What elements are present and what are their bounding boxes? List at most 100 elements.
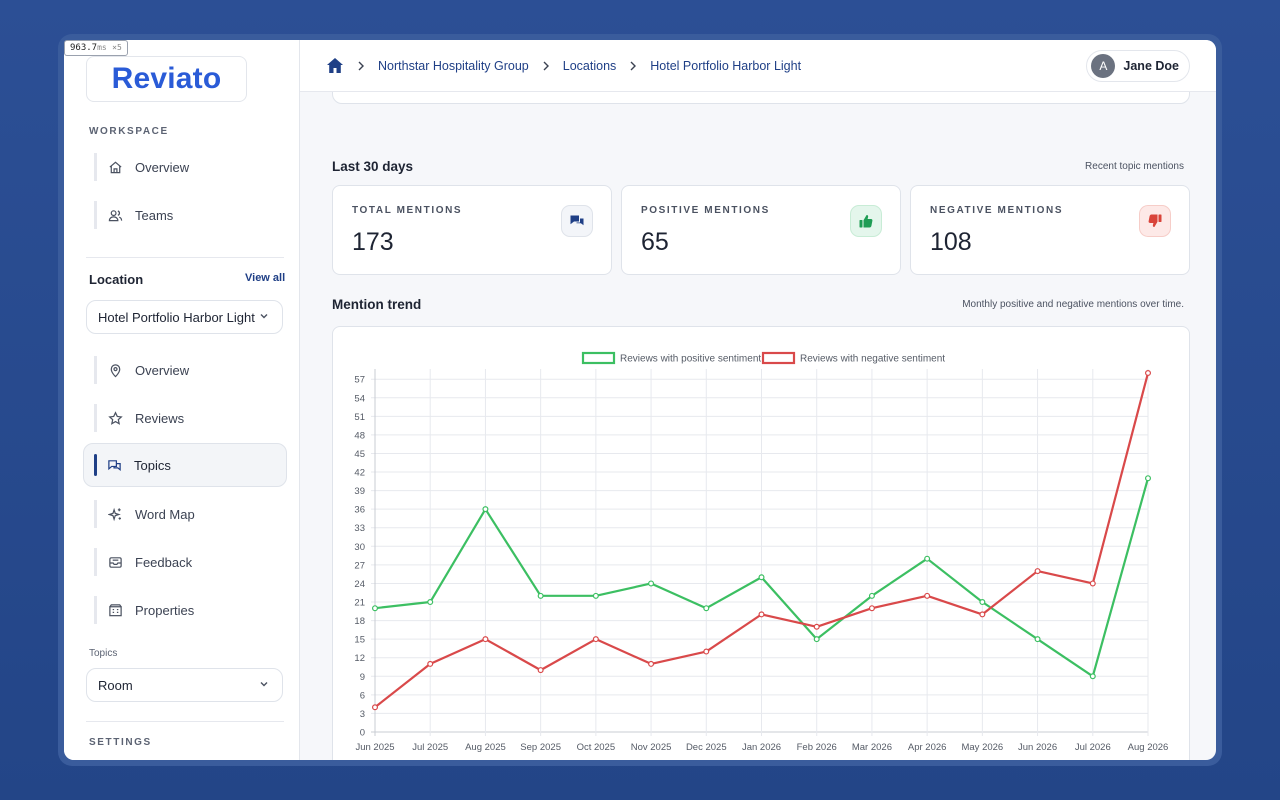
sidebar-item-label: Reviews bbox=[135, 410, 185, 426]
data-point bbox=[537, 667, 544, 674]
y-tick-label: 36 bbox=[354, 505, 365, 516]
data-point bbox=[813, 636, 820, 643]
data-point bbox=[648, 580, 655, 587]
x-tick-label: Apr 2026 bbox=[908, 742, 947, 753]
data-point bbox=[1034, 636, 1041, 643]
y-tick-label: 0 bbox=[360, 728, 365, 739]
filter-card bbox=[332, 92, 1190, 104]
x-tick-label: Sep 2025 bbox=[520, 742, 561, 753]
topics-select[interactable]: Room bbox=[86, 668, 283, 702]
debug-timing-badge: 963.7ms ×5 bbox=[64, 40, 128, 56]
sidebar-item-workspace-overview[interactable]: Overview bbox=[94, 153, 284, 181]
chevron-right-icon bbox=[356, 60, 366, 72]
y-tick-label: 33 bbox=[354, 523, 365, 534]
period-title: Last 30 days bbox=[332, 159, 414, 174]
data-point bbox=[1089, 673, 1096, 680]
home-icon[interactable] bbox=[326, 57, 344, 74]
y-tick-label: 24 bbox=[354, 579, 365, 590]
legend-swatch bbox=[581, 351, 616, 365]
workspace-label: WORKSPACE bbox=[89, 126, 169, 137]
data-point bbox=[758, 574, 765, 581]
sidebar-item-feedback[interactable]: Feedback bbox=[94, 548, 284, 576]
sidebar-item-label: Overview bbox=[135, 159, 190, 175]
x-tick-label: Jun 2026 bbox=[1018, 742, 1057, 753]
users-icon bbox=[107, 207, 123, 223]
sidebar-item-label: Word Map bbox=[135, 506, 195, 522]
x-tick-label: Jul 2025 bbox=[412, 742, 448, 753]
data-point bbox=[703, 648, 710, 655]
settings-label: SETTINGS bbox=[89, 737, 152, 748]
legend-swatch bbox=[761, 351, 796, 365]
x-tick-label: Dec 2025 bbox=[686, 742, 727, 753]
data-point bbox=[1144, 475, 1151, 482]
x-tick-label: Mar 2026 bbox=[852, 742, 892, 753]
brand-name: Reviato bbox=[111, 62, 222, 95]
data-point bbox=[482, 506, 489, 513]
location-select[interactable]: Hotel Portfolio Harbor Light bbox=[86, 300, 283, 334]
sidebar-item-properties[interactable]: Properties bbox=[94, 596, 284, 624]
mention-trend-chart-card: 0 3 6 9 12 15 18 21 24 27 30 33 36 39 42 45 48 51 54 57 Jun … bbox=[332, 326, 1190, 760]
y-tick-label: 12 bbox=[354, 653, 365, 664]
stat-card-total: TOTAL MENTIONS 173 bbox=[332, 185, 612, 275]
y-tick-label: 21 bbox=[354, 598, 365, 609]
data-point bbox=[703, 605, 710, 612]
chat-bubbles-icon bbox=[106, 457, 122, 473]
data-point bbox=[868, 605, 875, 612]
data-point bbox=[427, 660, 434, 667]
stat-card-negative: NEGATIVE MENTIONS 108 bbox=[910, 185, 1190, 275]
chevron-down-icon bbox=[258, 678, 270, 693]
sparkles-icon bbox=[107, 506, 123, 522]
data-point bbox=[1089, 580, 1096, 587]
chevron-right-icon bbox=[541, 60, 551, 72]
breadcrumb-locations[interactable]: Locations bbox=[562, 58, 617, 73]
map-pin-icon bbox=[107, 362, 123, 378]
data-point bbox=[427, 599, 434, 606]
sidebar-item-word-map[interactable]: Word Map bbox=[94, 500, 284, 528]
data-point bbox=[979, 611, 986, 618]
thumbs-up-icon bbox=[850, 205, 882, 237]
stat-card-positive: POSITIVE MENTIONS 65 bbox=[621, 185, 901, 275]
y-tick-label: 27 bbox=[354, 560, 365, 571]
mention-trend-chart: 036912151821242730333639424548515457Jun … bbox=[354, 351, 1169, 753]
y-tick-label: 6 bbox=[360, 690, 365, 701]
y-tick-label: 3 bbox=[360, 709, 365, 720]
view-all-link[interactable]: View all bbox=[245, 272, 286, 284]
sidebar-item-reviews[interactable]: Reviews bbox=[94, 404, 284, 432]
y-tick-label: 39 bbox=[354, 486, 365, 497]
data-point bbox=[1034, 568, 1041, 575]
x-tick-label: Jun 2025 bbox=[355, 742, 394, 753]
sidebar-item-label: Teams bbox=[135, 207, 174, 223]
sidebar-item-teams[interactable]: Teams bbox=[94, 201, 284, 229]
breadcrumb-organization[interactable]: Northstar Hospitality Group bbox=[378, 58, 529, 73]
trend-title: Mention trend bbox=[332, 297, 422, 312]
star-icon bbox=[107, 410, 123, 426]
legend-label: Reviews with positive sentiment bbox=[620, 354, 761, 365]
data-point bbox=[371, 605, 378, 612]
legend-label: Reviews with negative sentiment bbox=[800, 354, 945, 365]
app-root: Reviato WORKSPACE Overview Teams Locatio… bbox=[64, 40, 1216, 760]
sidebar-item-location-overview[interactable]: Overview bbox=[94, 356, 284, 384]
data-point bbox=[648, 660, 655, 667]
sidebar-divider bbox=[86, 257, 284, 258]
building-icon bbox=[107, 602, 123, 618]
chevron-right-icon bbox=[628, 60, 638, 72]
y-tick-label: 42 bbox=[354, 468, 365, 479]
x-tick-label: Oct 2025 bbox=[577, 742, 616, 753]
y-tick-label: 45 bbox=[354, 449, 365, 460]
avatar: A bbox=[1091, 54, 1116, 78]
sidebar-item-label: Overview bbox=[135, 362, 190, 378]
y-tick-label: 54 bbox=[354, 393, 365, 404]
y-tick-label: 18 bbox=[354, 616, 365, 627]
sidebar-divider bbox=[86, 721, 284, 722]
sidebar-item-topics[interactable]: Topics bbox=[83, 443, 287, 487]
data-point bbox=[924, 592, 931, 599]
breadcrumb: Northstar Hospitality Group Locations Ho… bbox=[326, 57, 801, 74]
user-menu[interactable]: A Jane Doe bbox=[1086, 50, 1190, 82]
stat-label: POSITIVE MENTIONS bbox=[641, 205, 770, 216]
breadcrumb-current-location[interactable]: Hotel Portfolio Harbor Light bbox=[650, 58, 802, 73]
x-tick-label: May 2026 bbox=[961, 742, 1003, 753]
y-tick-label: 48 bbox=[354, 430, 365, 441]
sidebar-item-label: Topics bbox=[134, 457, 171, 473]
brand-logo[interactable]: Reviato bbox=[86, 56, 247, 102]
x-tick-label: Aug 2026 bbox=[1128, 742, 1169, 753]
